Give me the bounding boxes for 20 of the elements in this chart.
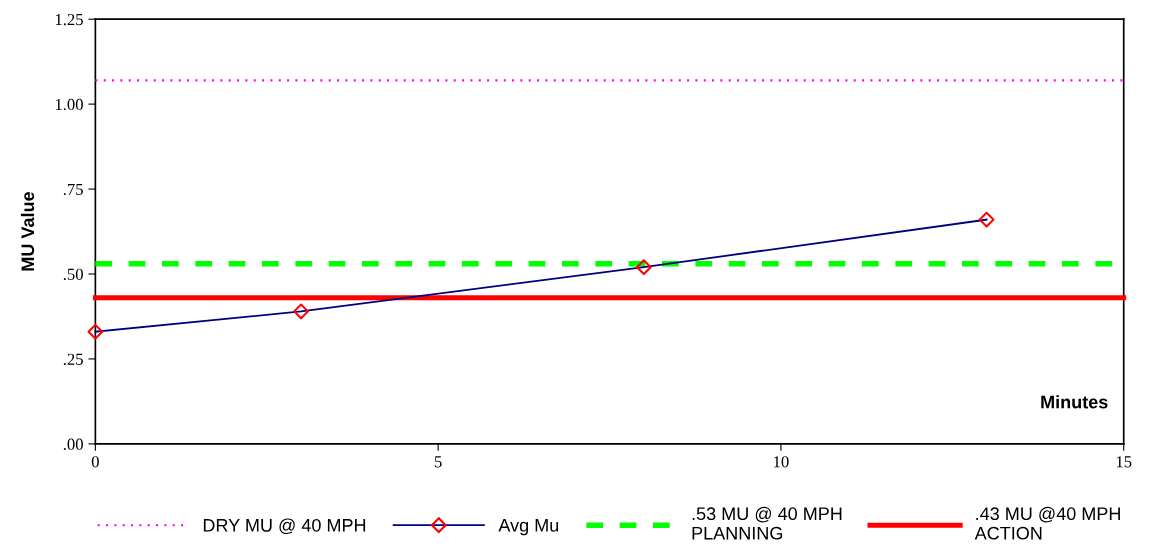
y-tick-label: 1.25 [55, 13, 83, 26]
point [635, 259, 652, 276]
y-tick-label: 1.00 [55, 98, 83, 111]
y-tick-label: .25 [63, 353, 83, 365]
legend-label: .43 MU @40 MPH ACTION [974, 506, 1120, 540]
x-axis-title: Minutes [1041, 395, 1108, 409]
point [293, 303, 309, 320]
y-tick-label: .50 [63, 268, 83, 281]
y-tick-label: .00 [63, 438, 83, 450]
x-tick-label: 15 [1116, 456, 1132, 468]
x-tick-label: 10 [774, 456, 789, 468]
x-tick-label: 5 [434, 456, 442, 468]
legend-label: DRY MU @ 40 MPH [203, 518, 366, 535]
x-tick-label: 0 [91, 456, 99, 468]
legend-label: .53 MU @ 40 MPH PLANNING [692, 506, 842, 540]
legend-label: Avg Mu [498, 519, 559, 536]
point [978, 211, 995, 228]
y-axis-title: MU Value [20, 192, 35, 271]
point [87, 323, 104, 340]
y-tick-label: .75 [63, 183, 83, 196]
